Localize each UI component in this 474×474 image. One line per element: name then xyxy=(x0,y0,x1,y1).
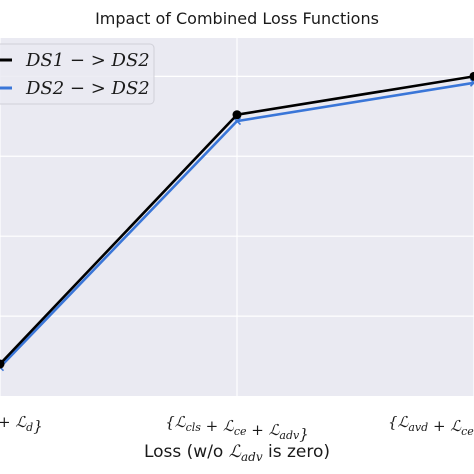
chart-title: Impact of Combined Loss Functions xyxy=(95,9,379,28)
legend-box xyxy=(0,43,155,105)
x-tick-label-2: {ℒavd + ℒce xyxy=(388,413,474,438)
x-axis-label: Loss (w/o ℒadv is zero) xyxy=(144,442,330,464)
series-1-point-2 xyxy=(469,78,474,87)
series-0-point-1 xyxy=(232,110,242,120)
x-tick-labels: + ℒd} {ℒcls + ℒce + ℒadv} {ℒavd + ℒce xyxy=(0,413,474,443)
legend-label-ds2: DS2 − > DS2 xyxy=(25,78,150,99)
legend-label-ds1: DS1 − > DS2 xyxy=(25,50,150,71)
series-0-point-0 xyxy=(0,359,5,369)
series-0-point-2 xyxy=(469,71,474,81)
x-tick-label-0: + ℒd} xyxy=(0,413,43,435)
legend: DS1 − > DS2 DS2 − > DS2 xyxy=(0,43,155,105)
x-tick-label-1: {ℒcls + ℒce + ℒadv} xyxy=(165,413,309,443)
series-layer xyxy=(0,71,474,372)
